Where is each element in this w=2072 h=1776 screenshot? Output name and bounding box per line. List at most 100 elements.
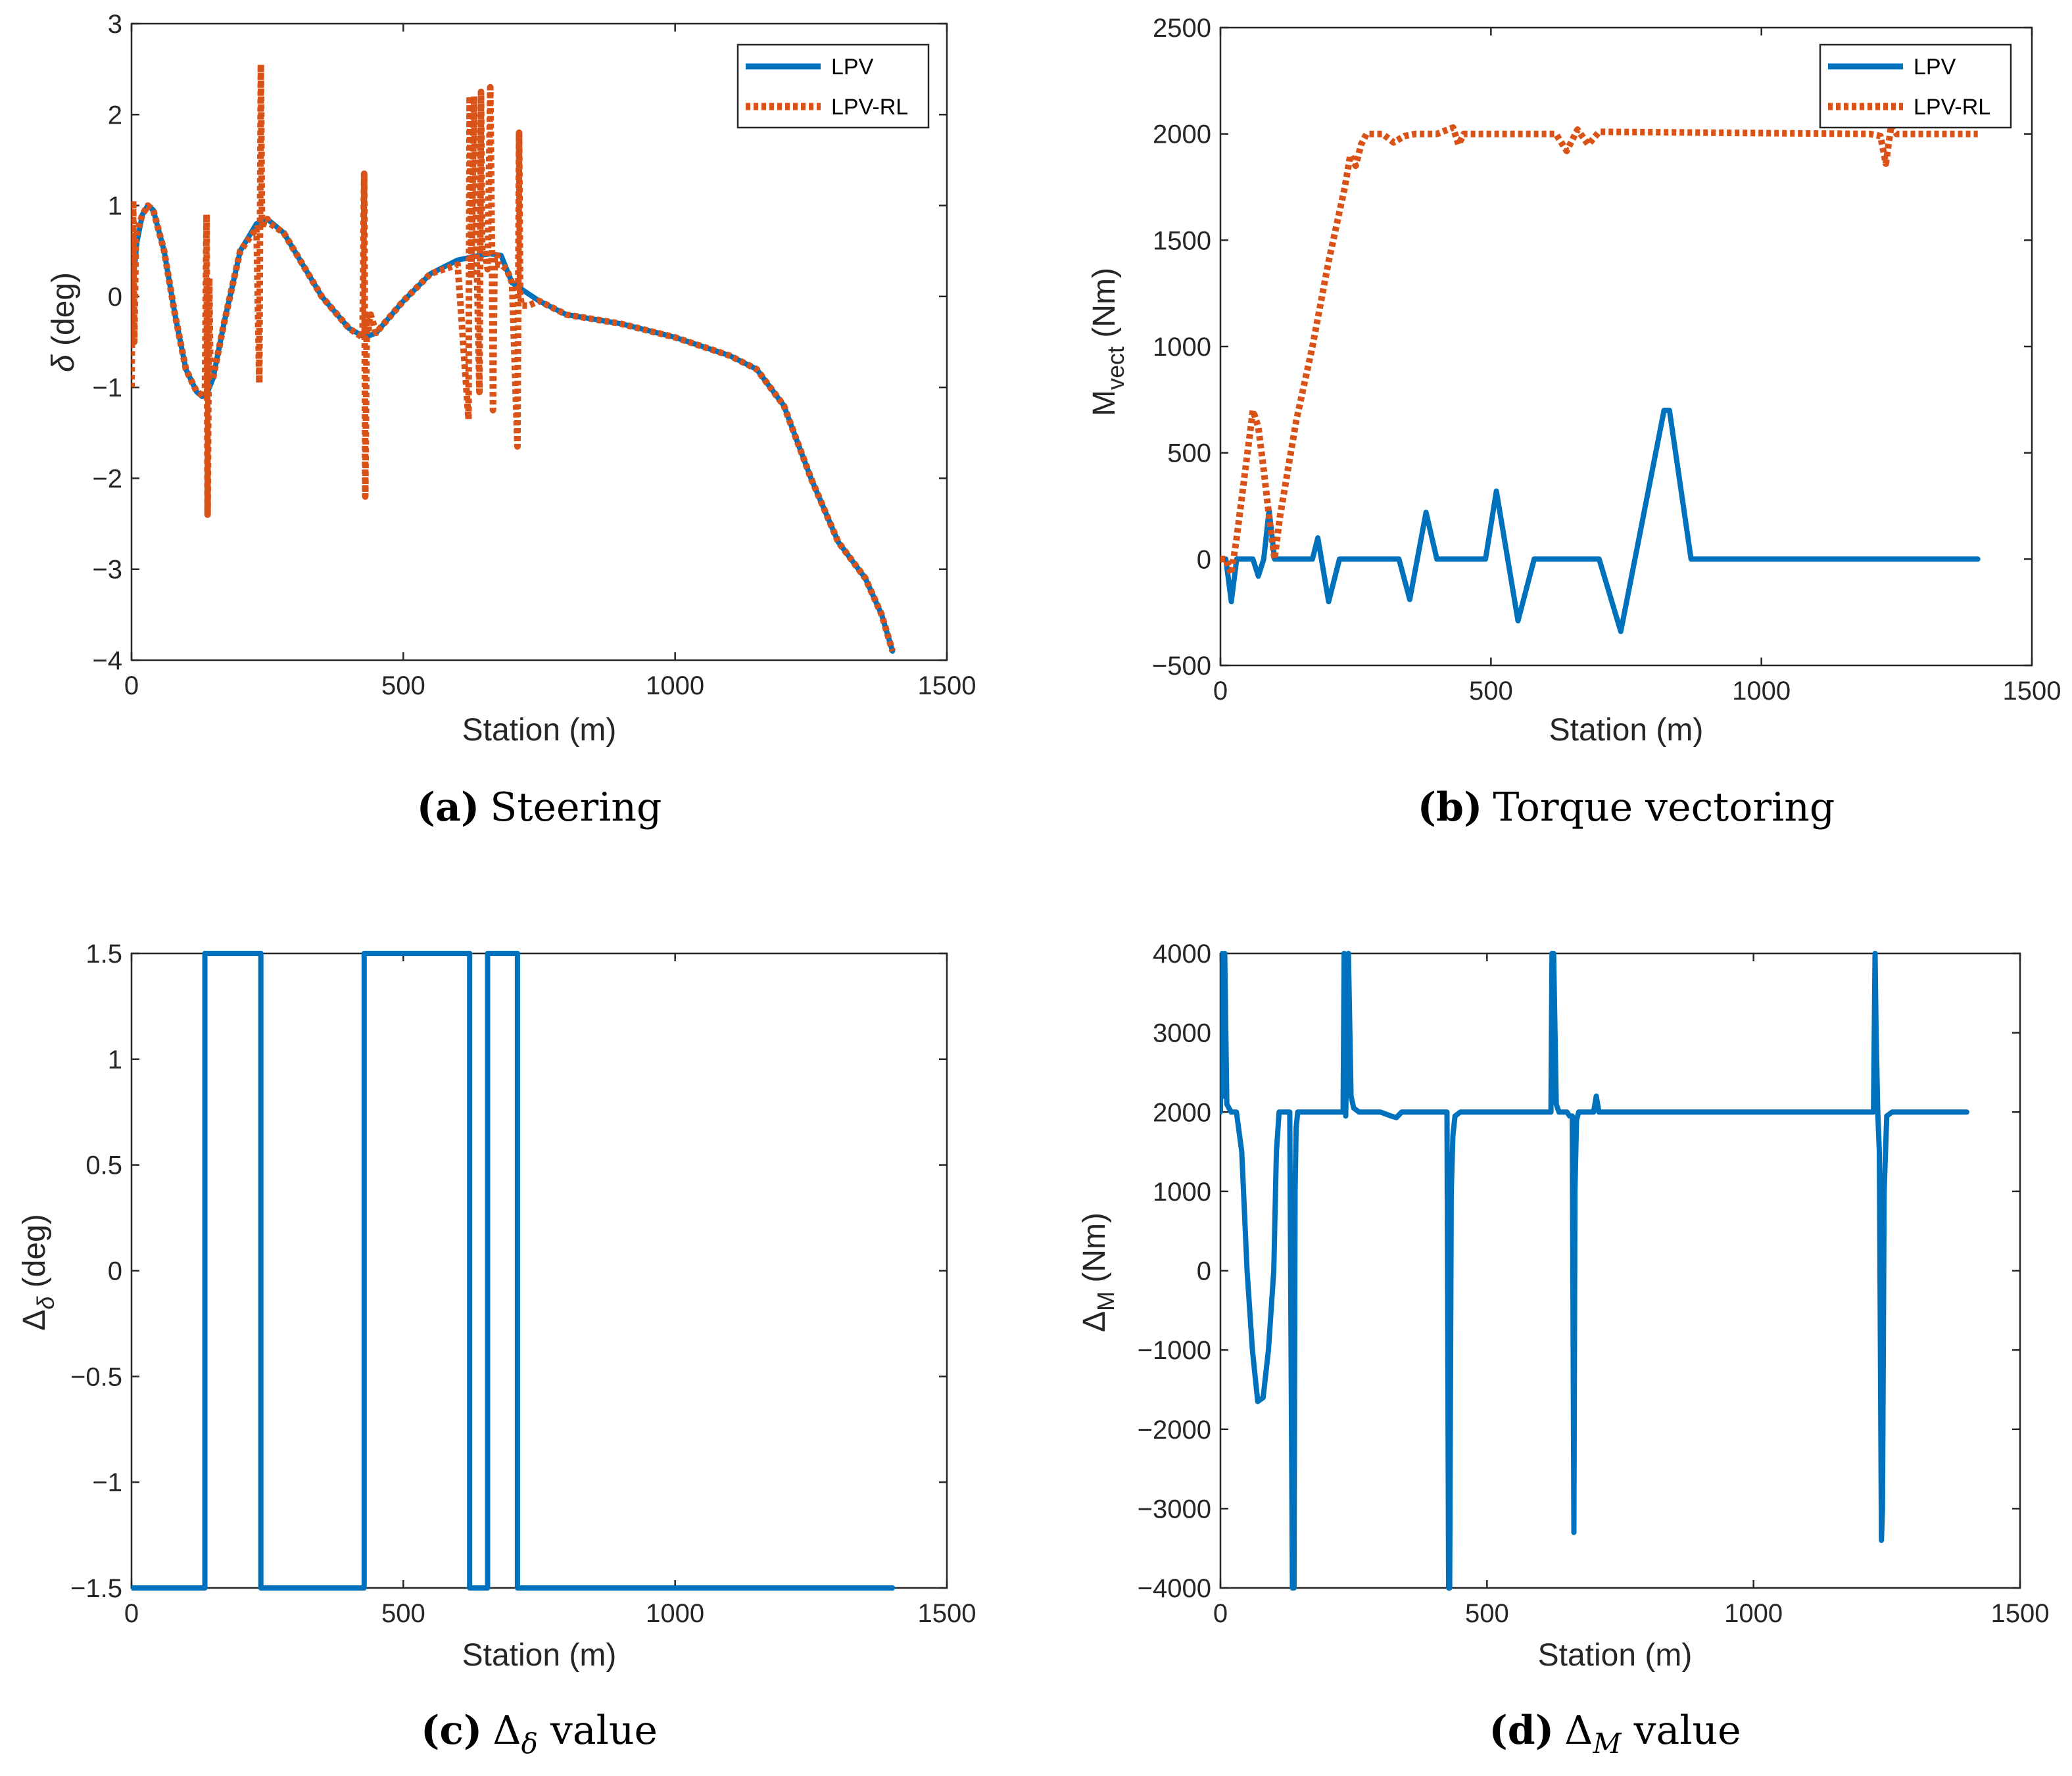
xtick-label-d-0: 0: [1213, 1599, 1228, 1628]
xtick-label-c-2: 1000: [646, 1599, 704, 1628]
caption-c-symbol: Δ: [493, 1708, 521, 1754]
xlabel-b: Station (m): [1549, 713, 1704, 748]
caption-d-text: value: [1622, 1708, 1741, 1754]
xtick-label-a-3: 1500: [918, 671, 976, 700]
series-line-b-lpv-rl: [1220, 122, 1978, 577]
caption-c-text: value: [538, 1708, 658, 1754]
ytick-label-d-0: −4000: [1138, 1574, 1211, 1603]
legend-a-label-lpv: LPV: [831, 55, 874, 80]
ytick-label-c-6: 1.5: [85, 940, 122, 969]
ytick-label-a-0: −4: [92, 646, 122, 675]
caption-a: (a) Steering: [417, 784, 662, 830]
ylabel-d: ΔM (Nm): [1077, 1212, 1119, 1332]
ylabel-a: δ (deg): [46, 272, 81, 372]
plot-area-d: 0 500 1000 1500 −4000 −3000 −2000 −1000 0 1000 200…: [1138, 940, 2050, 1628]
xtick-label-d-1: 500: [1465, 1599, 1509, 1628]
xtick-label-b-3: 1500: [2003, 677, 2061, 706]
ytick-label-b-5: 2000: [1153, 120, 1211, 149]
xtick-label-a-1: 500: [381, 671, 425, 700]
ytick-label-d-7: 3000: [1153, 1019, 1211, 1048]
xlabel-c: Station (m): [462, 1638, 617, 1673]
ytick-label-a-6: 2: [108, 101, 122, 130]
plot-area-c: 0 500 1000 1500 −1.5 −1 −0.5 0 0.5 1 1.5: [70, 940, 976, 1628]
ytick-label-b-1: 0: [1197, 545, 1211, 574]
ytick-label-b-0: −500: [1152, 652, 1211, 681]
axes-box-c: [130, 952, 948, 1589]
ytick-label-c-5: 1: [108, 1045, 122, 1074]
ytick-label-a-5: 1: [108, 192, 122, 221]
ylabel-b-sub: vect: [1102, 347, 1129, 390]
caption-c: (c) Δδ value: [421, 1708, 658, 1760]
ytick-label-d-5: 1000: [1153, 1178, 1211, 1207]
caption-a-text: Steering: [490, 784, 662, 830]
ytick-label-b-3: 1000: [1153, 333, 1211, 362]
series-line-a-lpv-rl: [132, 61, 896, 652]
ytick-label-d-2: −2000: [1138, 1416, 1211, 1445]
ylabel-b-unit: (Nm): [1087, 268, 1122, 347]
ytick-label-b-4: 1500: [1153, 226, 1211, 255]
ylabel-c: Δδ (deg): [17, 1214, 59, 1330]
caption-c-sub: δ: [521, 1727, 538, 1760]
xtick-label-d-2: 1000: [1724, 1599, 1783, 1628]
ytick-label-a-3: −1: [92, 373, 122, 402]
ylabel-b-symbol: M: [1087, 390, 1122, 416]
caption-d-letter: (d): [1489, 1708, 1554, 1754]
series-line-d-value: [1220, 951, 1969, 1591]
xtick-label-b-2: 1000: [1732, 677, 1791, 706]
ylabel-d-symbol: Δ: [1077, 1311, 1112, 1332]
panel-d-delta-m: 0 500 1000 1500 −4000 −3000 −2000 −1000 0 1000 200…: [1077, 940, 2049, 1760]
ytick-label-d-6: 2000: [1153, 1098, 1211, 1127]
ylabel-a-symbol: δ: [46, 354, 81, 372]
panel-c-delta-delta: 0 500 1000 1500 −1.5 −1 −0.5 0 0.5 1 1.5 Station (…: [17, 940, 976, 1760]
legend-b-label-lpv-rl: LPV-RL: [1914, 95, 1990, 120]
caption-d: (d) ΔM value: [1489, 1708, 1741, 1760]
xtick-label-d-3: 1500: [1991, 1599, 2050, 1628]
caption-a-letter: (a): [417, 784, 480, 830]
ytick-label-a-7: 3: [108, 10, 122, 39]
ylabel-c-symbol: Δ: [17, 1310, 52, 1331]
ytick-label-d-1: −3000: [1138, 1495, 1211, 1524]
series-line-c-value: [132, 951, 896, 1591]
xtick-label-c-3: 1500: [918, 1599, 976, 1628]
ylabel-c-sub: δ: [32, 1296, 59, 1310]
legend-b-label-lpv: LPV: [1914, 55, 1956, 80]
ytick-label-c-1: −1: [92, 1468, 122, 1497]
ylabel-d-sub: M: [1092, 1291, 1119, 1311]
xtick-label-b-0: 0: [1213, 677, 1228, 706]
caption-d-symbol: Δ: [1564, 1708, 1593, 1754]
xtick-label-c-0: 0: [124, 1599, 139, 1628]
xlabel-d: Station (m): [1538, 1638, 1693, 1673]
ylabel-d-unit: (Nm): [1077, 1212, 1112, 1291]
xtick-label-c-1: 500: [381, 1599, 425, 1628]
ytick-label-c-4: 0.5: [85, 1151, 122, 1180]
ytick-label-c-0: −1.5: [70, 1574, 122, 1603]
caption-b: (b) Torque vectoring: [1418, 784, 1835, 830]
xtick-label-a-2: 1000: [646, 671, 704, 700]
caption-b-letter: (b): [1418, 784, 1483, 830]
xlabel-a: Station (m): [462, 713, 617, 748]
legend-a-box: [736, 43, 930, 129]
ylabel-c-unit: (deg): [17, 1214, 52, 1296]
series-line-a-lpv: [132, 203, 896, 654]
legend-a-label-lpv-rl: LPV-RL: [831, 95, 908, 120]
caption-b-text: Torque vectoring: [1493, 784, 1835, 830]
caption-c-letter: (c): [421, 1708, 482, 1754]
legend-a: LPV LPV-RL: [736, 43, 930, 129]
ytick-label-b-6: 2500: [1153, 14, 1211, 43]
xtick-label-b-1: 500: [1469, 677, 1513, 706]
panel-a-steering: 0 500 1000 1500 −4 −3 −2 −1 0 1 2 3 Station (m) δ (…: [46, 10, 976, 830]
ytick-label-c-3: 0: [108, 1257, 122, 1286]
ytick-label-d-3: −1000: [1138, 1336, 1211, 1365]
ytick-label-d-8: 4000: [1153, 940, 1211, 969]
caption-d-sub: M: [1592, 1727, 1622, 1760]
xtick-label-a-0: 0: [124, 671, 139, 700]
ylabel-b: Mvect (Nm): [1087, 268, 1129, 416]
ytick-label-b-2: 500: [1167, 439, 1211, 468]
ytick-label-a-2: −2: [92, 464, 122, 493]
ytick-label-a-1: −3: [92, 556, 122, 585]
axes-box-d: [1219, 952, 2021, 1589]
legend-b: LPV LPV-RL: [1819, 43, 2012, 129]
